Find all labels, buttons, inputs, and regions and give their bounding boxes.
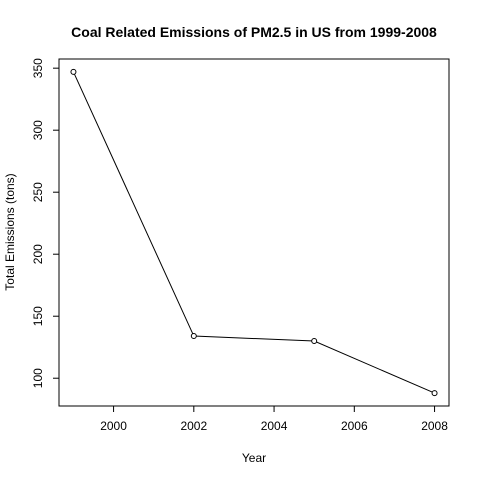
x-tick-label: 2008 — [421, 419, 448, 433]
x-tick-label: 2002 — [180, 419, 207, 433]
x-tick-label: 2006 — [341, 419, 368, 433]
chart-title: Coal Related Emissions of PM2.5 in US fr… — [71, 24, 437, 40]
data-point — [190, 333, 197, 340]
y-tick-label: 250 — [31, 182, 45, 202]
data-point — [70, 68, 77, 75]
series-line — [70, 68, 438, 397]
y-tick-label: 350 — [31, 58, 45, 78]
x-tick-label: 2004 — [261, 419, 288, 433]
x-axis: 2000 2002 2004 2006 2008 — [100, 406, 448, 433]
y-axis-label: Total Emissions (tons) — [3, 173, 17, 290]
data-point — [431, 390, 438, 397]
y-axis: 100 150 200 250 300 350 — [31, 58, 59, 388]
y-tick-label: 100 — [31, 368, 45, 388]
y-tick-label: 300 — [31, 120, 45, 140]
y-tick-label: 150 — [31, 306, 45, 326]
plot-frame — [58, 58, 450, 407]
x-axis-label: Year — [242, 451, 266, 465]
y-tick-label: 200 — [31, 244, 45, 264]
data-point — [311, 338, 318, 345]
series-path — [72, 71, 435, 394]
x-tick-label: 2000 — [100, 419, 127, 433]
